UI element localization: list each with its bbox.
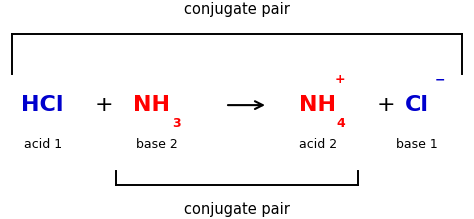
Text: Cl: Cl bbox=[405, 95, 429, 115]
Text: +: + bbox=[377, 95, 396, 115]
Text: NH: NH bbox=[299, 95, 336, 115]
Text: 3: 3 bbox=[172, 117, 181, 130]
Text: conjugate pair: conjugate pair bbox=[184, 2, 290, 17]
Text: acid 1: acid 1 bbox=[24, 138, 62, 151]
Text: NH: NH bbox=[133, 95, 170, 115]
Text: conjugate pair: conjugate pair bbox=[184, 202, 290, 217]
Text: −: − bbox=[435, 73, 445, 87]
Text: 4: 4 bbox=[336, 117, 345, 130]
Text: +: + bbox=[335, 73, 346, 87]
Text: base 1: base 1 bbox=[396, 138, 438, 151]
Text: HCl: HCl bbox=[21, 95, 64, 115]
Text: base 2: base 2 bbox=[136, 138, 177, 151]
Text: acid 2: acid 2 bbox=[299, 138, 337, 151]
Text: +: + bbox=[95, 95, 114, 115]
